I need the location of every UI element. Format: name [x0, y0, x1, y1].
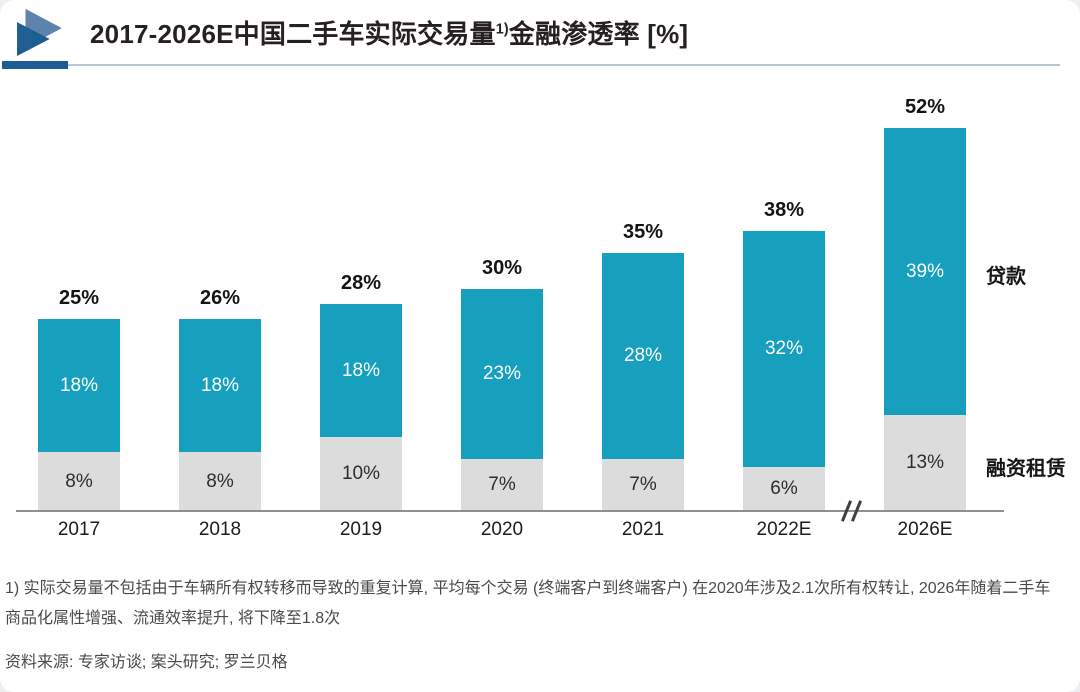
bar-segment-lease: 7% [602, 459, 684, 511]
page-title-text: 2017-2026E中国二手车实际交易量 [90, 19, 496, 49]
bar-total-label: 35% [582, 221, 704, 244]
bar-segment-loan-label: 18% [59, 374, 99, 396]
bar-total-label: 26% [159, 287, 281, 310]
bar-total-label: 38% [723, 199, 845, 222]
x-axis-label-label: 2017 [57, 519, 101, 540]
bar-segment-lease-label: 6% [770, 478, 798, 499]
bar-segment-loan: 18% [179, 319, 261, 452]
page-title: 2017-2026E中国二手车实际交易量1)金融渗透率 [%] [90, 14, 688, 51]
header-accent-bar [2, 61, 68, 69]
bar-total-label-label: 28% [340, 272, 382, 294]
bar-segment-loan: 18% [320, 304, 402, 437]
title-footnote-marker: 1) [495, 21, 509, 38]
x-axis-label: 2026E [864, 519, 986, 541]
x-axis-label-label: 2020 [480, 519, 524, 540]
bar-total-label: 25% [18, 287, 140, 310]
bar-total-label-label: 26% [199, 287, 241, 309]
bar-segment-lease: 7% [461, 459, 543, 511]
bar-segment-lease: 13% [884, 415, 966, 511]
bar-total-label-label: 38% [763, 199, 805, 221]
bar-segment-loan: 39% [884, 128, 966, 415]
bar-total-label: 52% [864, 96, 986, 119]
x-axis-label-label: 2021 [621, 519, 665, 540]
legend-label-loan: 贷款 [986, 266, 1026, 288]
bar-segment-lease-label: 7% [488, 474, 516, 495]
bar-segment-loan: 18% [38, 319, 120, 452]
x-axis-line [16, 510, 1004, 512]
page-title-suffix: 金融渗透率 [%] [508, 19, 689, 49]
bar-segment-lease: 8% [179, 452, 261, 511]
x-axis-label: 2017 [18, 519, 140, 541]
bar-segment-lease-label: 8% [206, 470, 234, 492]
bar-segment-lease-label: 8% [65, 470, 93, 492]
bar-segment-lease-label: 13% [905, 452, 945, 473]
bar-segment-loan: 23% [461, 289, 543, 459]
bar-segment-loan-label: 32% [764, 338, 804, 359]
x-axis-label-label: 2026E [897, 519, 953, 540]
bar-segment-lease-label: 10% [341, 463, 381, 484]
x-axis-label-label: 2022E [756, 519, 812, 540]
bar-segment-loan-label: 39% [905, 260, 945, 282]
bar-total-label: 30% [441, 257, 563, 280]
x-axis-label: 2020 [441, 519, 563, 541]
bar-segment-lease: 8% [38, 452, 120, 511]
footnote: 1) 实际交易量不包括由于车辆所有权转移而导致的重复计算, 平均每个交易 (终端… [5, 580, 1051, 627]
bar-segment-lease: 10% [320, 437, 402, 511]
legend-label-lease: 融资租赁 [986, 458, 1066, 480]
x-axis-label: 2018 [159, 519, 281, 541]
bar-segment-lease-label: 7% [629, 474, 657, 495]
source-note: 资料来源: 专家访谈; 案头研究; 罗兰贝格 [5, 654, 288, 671]
bar-total-label-label: 52% [904, 96, 946, 118]
header-divider-line [68, 64, 1060, 66]
x-axis-label: 2019 [300, 519, 422, 541]
bar-segment-loan-label: 18% [341, 359, 381, 381]
x-axis-label-label: 2018 [198, 519, 242, 540]
bar-total-label-label: 25% [58, 287, 100, 309]
bar-total-label-label: 35% [622, 221, 664, 243]
bar-segment-loan: 32% [743, 231, 825, 467]
bar-segment-loan: 28% [602, 253, 684, 459]
bar-segment-loan-label: 18% [200, 374, 240, 396]
x-axis-label: 2021 [582, 519, 704, 541]
x-axis-label: 2022E [723, 519, 845, 541]
bar-segment-loan-label: 23% [482, 363, 522, 384]
x-axis-label-label: 2019 [339, 519, 383, 540]
bar-segment-loan-label: 28% [623, 345, 663, 366]
bar-total-label-label: 30% [481, 257, 523, 279]
double-play-logo-icon [17, 8, 62, 56]
bar-segment-lease: 6% [743, 467, 825, 511]
bar-total-label: 28% [300, 272, 422, 295]
